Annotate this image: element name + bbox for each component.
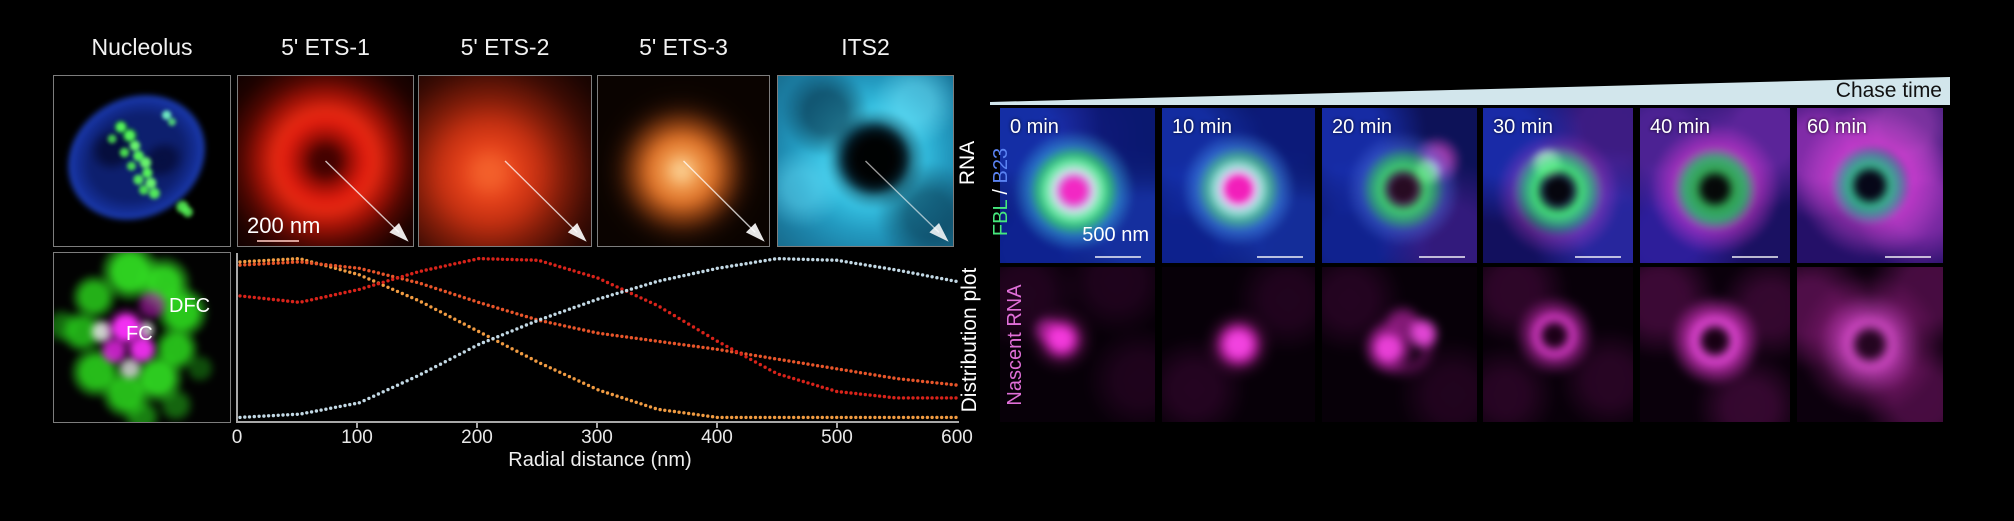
- scale-bar-label: 200 nm: [247, 213, 321, 238]
- panel-title-5ets2: 5' ETS-2: [460, 34, 550, 60]
- x-axis-title: Radial distance (nm): [508, 449, 692, 471]
- nascent-rna-row-label: Nascent RNA: [1004, 284, 1026, 406]
- scale-bar-label: 500 nm: [1082, 224, 1149, 246]
- separator: /: [990, 183, 1012, 201]
- x-tick: [596, 423, 598, 428]
- panel-nucleolus: [53, 75, 231, 247]
- time-label: 40 min: [1650, 116, 1711, 138]
- time-label: 60 min: [1807, 116, 1868, 138]
- panel-5ets1: 200 nm: [237, 75, 414, 247]
- scale-bar-line: [1575, 256, 1621, 258]
- arrow-to-corner-icon: [325, 160, 409, 242]
- fc-label: FC: [126, 323, 153, 345]
- chase-panel-rna-60min: [1797, 267, 1943, 422]
- microscopy-image: [1797, 108, 1943, 263]
- microscopy-image: [1000, 267, 1155, 422]
- panel-title-its2: ITS2: [841, 34, 890, 60]
- plot-y-axis: [236, 253, 238, 423]
- time-label: 10 min: [1172, 116, 1233, 138]
- chase-panel-fbl-20min: 20 min: [1322, 108, 1477, 263]
- distribution-plot: [238, 253, 961, 423]
- chase-panel-rna-20min: [1322, 267, 1477, 422]
- arrow-to-corner-icon: [504, 160, 587, 242]
- x-tick-label: 100: [341, 427, 373, 448]
- x-tick-label: 300: [581, 427, 613, 448]
- scale-bar-line: [1419, 256, 1465, 258]
- rna-row-label: RNA: [956, 140, 979, 186]
- microscopy-image: [1640, 267, 1790, 422]
- panel-title-nucleolus: Nucleolus: [91, 34, 193, 60]
- chase-time-banner: Chase time: [990, 76, 1950, 106]
- microscopy-image: [1640, 108, 1790, 263]
- scale-bar-line: [1885, 256, 1931, 258]
- chase-panel-fbl-30min: 30 min: [1483, 108, 1633, 263]
- nucleoli-foci-image: [54, 76, 230, 246]
- time-label: 20 min: [1332, 116, 1393, 138]
- microscopy-image: [1162, 267, 1315, 422]
- scale-bar-line: [1257, 256, 1303, 258]
- microscopy-image: [1000, 108, 1155, 263]
- x-tick: [836, 423, 838, 428]
- x-tick: [716, 423, 718, 428]
- chase-panel-fbl-0min: 0 min 500 nm: [1000, 108, 1155, 263]
- arrow-to-corner-icon: [683, 160, 765, 242]
- fbl-label: FBL: [990, 200, 1012, 237]
- scale-bar-line: [1095, 256, 1141, 258]
- chase-panel-fbl-40min: 40 min: [1640, 108, 1790, 263]
- x-tick-label: 400: [701, 427, 733, 448]
- microscopy-image: [1162, 108, 1315, 263]
- x-tick: [476, 423, 478, 428]
- microscopy-image: [1322, 267, 1477, 422]
- microscopy-image-fc-dfc: [54, 253, 230, 422]
- arrow-to-corner-icon: [865, 160, 949, 242]
- panel-fc-dfc: DFC FC: [53, 252, 231, 423]
- microscopy-image: [1483, 267, 1633, 422]
- chase-panel-fbl-10min: 10 min: [1162, 108, 1315, 263]
- distribution-plot-curves: [238, 256, 958, 420]
- fbl-b23-row-label: FBL / B23: [990, 125, 1016, 259]
- plot-x-axis: [236, 421, 959, 423]
- x-tick: [356, 423, 358, 428]
- time-label: 0 min: [1010, 116, 1059, 138]
- y-axis-title: Distribution plot: [958, 267, 981, 413]
- panel-title-5ets1: 5' ETS-1: [281, 34, 370, 60]
- chase-panel-fbl-60min: 60 min: [1797, 108, 1943, 263]
- x-tick-label: 200: [461, 427, 493, 448]
- x-tick-label: 500: [821, 427, 853, 448]
- chase-panel-rna-10min: [1162, 267, 1315, 422]
- chase-panel-rna-40min: [1640, 267, 1790, 422]
- panel-5ets3: [597, 75, 770, 247]
- time-label: 30 min: [1493, 116, 1554, 138]
- b23-label: B23: [990, 147, 1012, 184]
- x-tick-label: 600: [941, 427, 973, 448]
- wedge-icon: [990, 77, 1950, 105]
- scale-bar-line: [257, 240, 299, 242]
- microscopy-image: [1483, 108, 1633, 263]
- microscopy-image: [1322, 108, 1477, 263]
- panel-5ets2: [418, 75, 592, 247]
- microscopy-image: [1797, 267, 1943, 422]
- scale-bar-line: [1732, 256, 1778, 258]
- chase-time-label: Chase time: [1835, 79, 1942, 102]
- x-tick-label: 0: [231, 427, 243, 448]
- chase-panel-rna-30min: [1483, 267, 1633, 422]
- panel-its2: [777, 75, 954, 247]
- chase-panel-rna-0min: [1000, 267, 1155, 422]
- dfc-label: DFC: [169, 295, 211, 317]
- panel-title-5ets3: 5' ETS-3: [639, 34, 728, 60]
